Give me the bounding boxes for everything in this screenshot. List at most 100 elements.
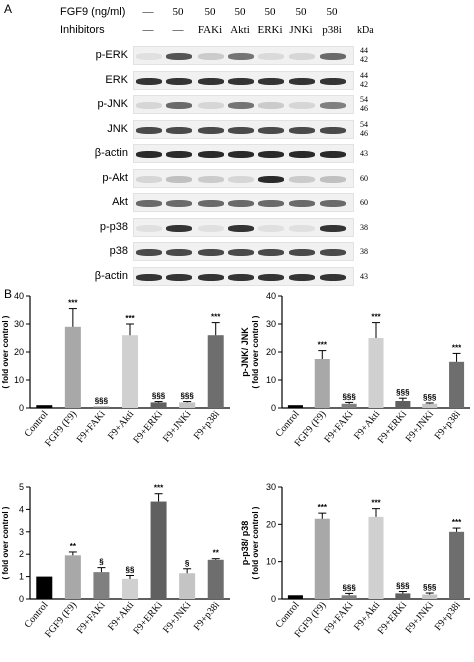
- blot-band: [198, 53, 224, 60]
- blot-label-3: JNK: [107, 122, 128, 135]
- category-label: F9+FAKi: [75, 600, 108, 637]
- blot-band: [166, 77, 192, 85]
- blot-band: [166, 102, 192, 109]
- kda-marker: 43: [360, 149, 368, 158]
- inhibitor-3: Akti: [230, 24, 250, 36]
- y-tick-label: 0: [19, 403, 24, 413]
- blot-band: [289, 77, 315, 85]
- inhibitor-5: JNKi: [289, 24, 313, 36]
- blot-strip-5: [133, 168, 354, 188]
- y-tick-label: 30: [14, 319, 24, 329]
- y-axis-sublabel: ( fold over control ): [1, 506, 10, 579]
- blot-label-1: ERK: [105, 73, 128, 86]
- blot-band: [228, 102, 254, 109]
- blot-band: [228, 224, 254, 232]
- bar: [422, 594, 438, 599]
- bar: [341, 595, 357, 599]
- blot-strip-4: [133, 144, 354, 163]
- kda-marker: 54: [360, 95, 368, 104]
- blot-band: [166, 249, 192, 256]
- blot-band: [320, 53, 346, 60]
- kda-marker: 38: [360, 247, 368, 256]
- bar: [395, 401, 411, 408]
- blot-label-5: p-Akt: [102, 171, 128, 184]
- blot-band: [136, 53, 162, 60]
- bar: [314, 359, 330, 408]
- blot-band: [228, 77, 254, 85]
- y-tick-label: 4: [19, 504, 24, 514]
- significance-label: ***: [452, 343, 462, 352]
- y-tick-label: 30: [266, 482, 276, 492]
- significance-label: §§§: [152, 392, 166, 401]
- bar: [36, 576, 53, 599]
- category-label: F9+p38i: [433, 409, 463, 442]
- blot-band: [258, 53, 284, 60]
- kda-marker: 42: [360, 55, 368, 64]
- blot-band: [258, 200, 284, 207]
- y-tick-label: 5: [19, 482, 24, 492]
- blot-band: [320, 77, 346, 85]
- y-axis-sublabel: ( fold over control ): [251, 506, 260, 579]
- bar: [207, 559, 224, 599]
- blot-band: [166, 224, 192, 232]
- blot-band: [198, 151, 224, 158]
- significance-label: ***: [452, 518, 462, 527]
- bar: [93, 406, 110, 408]
- blot-band: [320, 273, 346, 281]
- blot-strip-3: [133, 119, 354, 139]
- blot-band: [228, 151, 254, 158]
- y-tick-label: 0: [271, 594, 276, 604]
- blot-label-8: p38: [109, 245, 128, 257]
- blot-band: [198, 249, 224, 256]
- blot-band: [258, 151, 284, 158]
- blot-band: [166, 175, 192, 183]
- blot-band: [289, 151, 315, 158]
- blot-band: [136, 175, 162, 183]
- significance-label: §§§: [396, 388, 410, 397]
- y-axis-label: p-JNK/ JNK: [240, 327, 250, 377]
- significance-label: §§§: [342, 583, 356, 592]
- blot-band: [136, 249, 162, 256]
- bar: [150, 402, 167, 408]
- y-tick-label: 0: [19, 594, 24, 604]
- category-label: F9+ERKi: [131, 409, 165, 446]
- bar: [207, 335, 224, 408]
- blot-band: [289, 200, 315, 207]
- blot-band: [136, 126, 162, 134]
- blot-strip-0: [133, 46, 354, 65]
- blot-band: [258, 249, 284, 256]
- category-label: F9+ERKi: [376, 409, 410, 446]
- inhibitor-1: —: [172, 24, 184, 36]
- significance-label: §§: [126, 565, 135, 574]
- bar: [314, 518, 330, 599]
- bar: [36, 405, 53, 408]
- blot-band: [136, 151, 162, 158]
- y-tick-label: 10: [266, 375, 276, 385]
- blot-band: [198, 102, 224, 109]
- blot-strip-8: [133, 242, 354, 261]
- inhibitor-2: FAKi: [197, 24, 223, 36]
- blot-band: [198, 273, 224, 281]
- blot-band: [258, 224, 284, 232]
- y-tick-label: 40: [14, 291, 24, 301]
- blot-band: [320, 102, 346, 109]
- panel-a-letter: A: [4, 2, 13, 16]
- blot-label-7: p-p38: [99, 220, 128, 233]
- significance-label: ***: [68, 299, 78, 308]
- y-tick-label: 30: [266, 319, 276, 329]
- blot-band: [198, 126, 224, 134]
- blot-band: [289, 175, 315, 183]
- blot-band: [136, 273, 162, 281]
- category-label: F9+p38i: [433, 600, 463, 633]
- fgf9-dose-1: 50: [172, 6, 184, 18]
- significance-label: §§§: [180, 392, 194, 401]
- blot-band: [289, 249, 315, 256]
- blot-band: [228, 200, 254, 207]
- category-label: F9+JNKi: [404, 409, 437, 445]
- kda-unit-label: kDa: [357, 25, 374, 36]
- inhibitors-header-label: Inhibitors: [60, 24, 105, 36]
- fgf9-dose-3: 50: [234, 6, 246, 18]
- significance-label: §: [185, 559, 190, 568]
- category-label: F9+ERKi: [376, 600, 410, 637]
- blot-band: [258, 175, 284, 183]
